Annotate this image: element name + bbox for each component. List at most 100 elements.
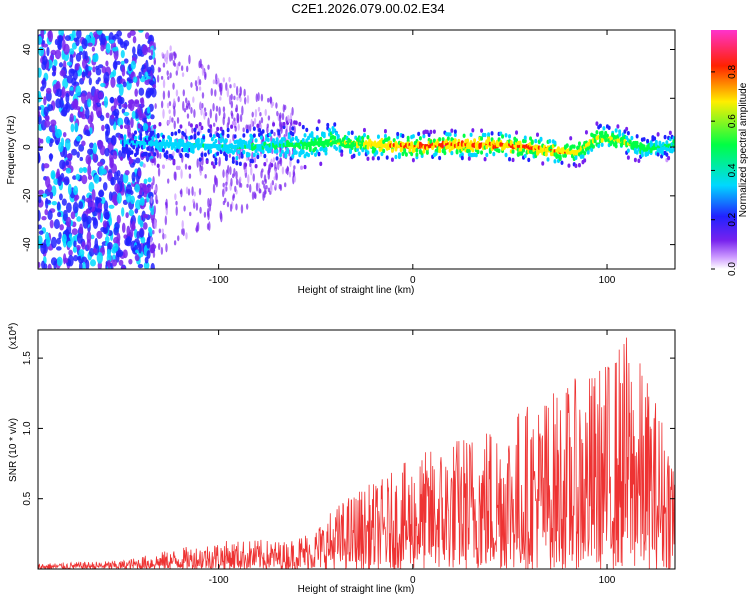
spectrogram-cell <box>137 194 143 199</box>
spectrogram-cell <box>614 128 618 133</box>
spectrogram-cell <box>282 137 286 142</box>
spectrogram-cell <box>417 131 421 137</box>
spectrogram-cell <box>78 45 84 54</box>
spectrogram-cell <box>87 98 92 108</box>
spectrogram-cell <box>76 151 80 159</box>
spectrogram-cell <box>108 191 113 201</box>
spectrogram-cell <box>268 132 272 137</box>
spectrogram-cell <box>230 177 233 187</box>
spectrogram-cell <box>85 154 92 165</box>
spectrogram-cell <box>108 204 115 209</box>
spectrogram-cell <box>275 137 279 142</box>
spectrogram-cell <box>410 151 414 157</box>
spectrogram-cell <box>214 157 218 162</box>
spectrogram-cell <box>41 215 47 221</box>
spectrogram-cell <box>98 190 104 198</box>
spectrogram-cell <box>147 127 151 132</box>
spectrogram-cell <box>626 155 630 160</box>
spectrogram-cell <box>44 114 50 122</box>
spectrogram-cell <box>128 79 134 84</box>
spectrogram-cell <box>203 152 207 157</box>
spectrogram-cell <box>56 237 61 245</box>
spectrogram-cell <box>159 152 162 159</box>
spectrogram-cell <box>136 231 140 239</box>
spectrogram-cell <box>190 81 193 88</box>
spectrogram-cell <box>362 127 366 133</box>
spectrogram-cell <box>291 126 295 131</box>
spectrogram-cell <box>173 51 177 61</box>
spectrogram-cell <box>143 178 148 185</box>
spectrogram-cell <box>429 139 433 144</box>
spectrogram-cell <box>614 143 618 149</box>
spectrogram-cell <box>492 139 496 145</box>
spectrogram-cell <box>450 150 454 156</box>
spectrogram-cell <box>229 166 232 175</box>
spectrogram-cell <box>653 136 657 141</box>
spectrogram-cell <box>66 153 73 159</box>
spectrogram-cell <box>266 137 270 143</box>
spectrogram-cell <box>231 112 234 119</box>
spectrogram-cell <box>169 45 172 52</box>
spectrogram-cell <box>185 97 188 104</box>
spectrogram-cell <box>122 81 127 88</box>
snr-xtick-label: 0 <box>410 575 416 586</box>
spectrogram-cell <box>38 67 42 78</box>
spectrogram-cell <box>446 136 450 141</box>
spectrogram-cell <box>315 126 319 131</box>
spectrogram-cell <box>103 200 109 212</box>
spectrogram-cell <box>112 242 119 253</box>
spectrogram-cell <box>265 185 268 190</box>
spectrogram-cell <box>255 93 258 103</box>
spectrogram-cell <box>212 183 216 194</box>
spectrogram-cell <box>156 152 159 159</box>
spectrogram-cell <box>87 42 93 47</box>
spectrogram-cell <box>595 130 599 135</box>
spectrogram-cell <box>132 145 136 150</box>
spectrogram-ytick-label: 40 <box>22 44 33 56</box>
spectrogram-cell <box>169 52 172 62</box>
spectrogram-cell <box>396 131 400 137</box>
spectrogram-cell <box>97 161 104 167</box>
spectrogram-cell <box>177 129 181 134</box>
spectrogram-cell <box>117 249 124 258</box>
spectrogram-cell <box>226 133 230 139</box>
spectrogram-cell <box>231 156 235 161</box>
spectrogram-cell <box>233 82 236 88</box>
spectrogram-cell <box>272 122 276 127</box>
spectrogram-cell <box>174 131 178 136</box>
spectrogram-cell <box>181 228 184 235</box>
spectrogram-cell <box>214 89 217 97</box>
spectrogram-cell <box>591 144 595 149</box>
spectrogram-cell <box>152 242 155 250</box>
spectrogram-cell <box>156 74 160 83</box>
spectrogram-cell <box>47 104 54 112</box>
spectrogram-cell <box>239 114 243 123</box>
spectrogram-cell <box>319 136 323 142</box>
spectrogram-cell <box>127 131 132 139</box>
spectrogram-cell <box>453 132 457 138</box>
spectrogram-cell <box>230 100 234 109</box>
spectrogram-ylabel: Frequency (Hz) <box>6 116 17 185</box>
spectrogram-cell <box>82 50 86 61</box>
spectrogram-xtick-label: 0 <box>410 275 416 286</box>
spectrogram-cell <box>193 127 197 133</box>
spectrogram-cell <box>53 59 58 67</box>
spectrogram-cell <box>120 124 124 130</box>
spectrogram-cell <box>665 140 669 145</box>
spectrogram-cell <box>183 108 187 113</box>
snr-ytick-label: 1.5 <box>22 351 33 365</box>
spectrogram-cell <box>515 130 519 135</box>
spectrogram-cell <box>44 208 49 216</box>
spectrogram-cell <box>47 263 52 269</box>
spectrogram-cell <box>192 96 195 103</box>
spectrogram-cell <box>195 85 199 92</box>
spectrogram-cell <box>114 171 119 181</box>
spectrogram-cell <box>104 212 110 220</box>
snr-ticks: -100 0 100 0.5 1.0 1.5 <box>22 330 675 586</box>
spectrogram-cell <box>138 71 142 79</box>
spectrogram-cell <box>230 93 233 101</box>
spectrogram-cell <box>122 249 128 259</box>
spectrogram-cell <box>222 106 226 113</box>
spectrogram-cell <box>191 127 194 134</box>
spectrogram-cell <box>65 216 72 228</box>
